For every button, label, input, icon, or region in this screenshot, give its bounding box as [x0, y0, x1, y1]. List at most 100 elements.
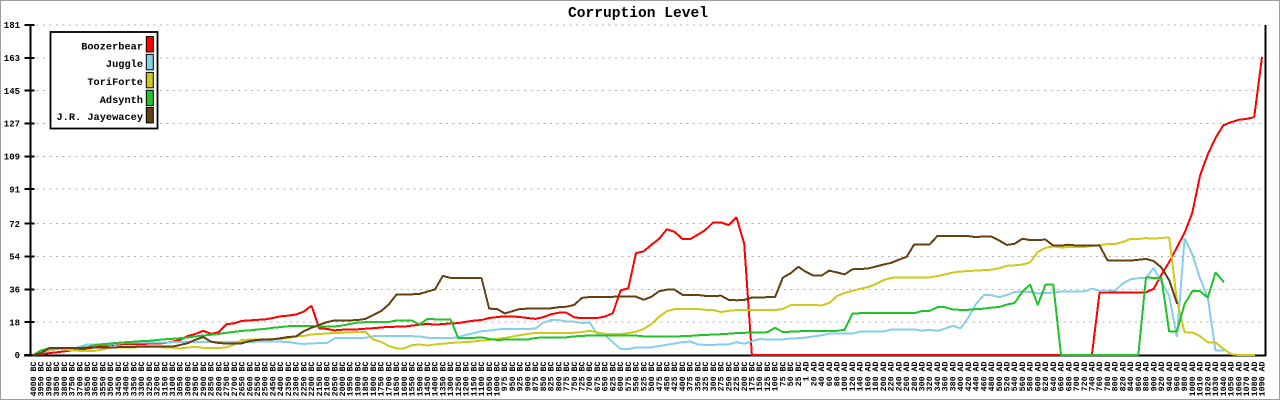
svg-text:360 AD: 360 AD — [942, 361, 951, 391]
svg-text:720 AD: 720 AD — [1081, 361, 1090, 391]
svg-text:600 AD: 600 AD — [1034, 361, 1043, 391]
svg-text:1000 BC: 1000 BC — [494, 361, 503, 396]
svg-text:400 AD: 400 AD — [957, 361, 966, 391]
svg-text:1550 BC: 1550 BC — [409, 361, 418, 396]
svg-text:300 AD: 300 AD — [919, 361, 928, 391]
svg-text:1700 BC: 1700 BC — [385, 361, 394, 396]
svg-text:18: 18 — [9, 318, 20, 328]
svg-text:620 AD: 620 AD — [1042, 361, 1051, 391]
svg-text:Boozerbear: Boozerbear — [81, 41, 143, 53]
svg-text:240 AD: 240 AD — [895, 361, 904, 391]
svg-text:54: 54 — [9, 253, 20, 263]
svg-text:325 BC: 325 BC — [702, 361, 711, 391]
svg-text:340 AD: 340 AD — [934, 361, 943, 391]
svg-text:100 BC: 100 BC — [772, 361, 781, 391]
svg-text:760 AD: 760 AD — [1096, 361, 1105, 391]
svg-text:280 AD: 280 AD — [911, 361, 920, 391]
svg-text:1800 BC: 1800 BC — [370, 361, 379, 396]
svg-text:1600 BC: 1600 BC — [401, 361, 410, 396]
svg-text:1050 BC: 1050 BC — [486, 361, 495, 396]
svg-text:ToriForte: ToriForte — [87, 77, 143, 89]
svg-text:2600 BC: 2600 BC — [246, 361, 255, 396]
svg-text:575 BC: 575 BC — [625, 361, 634, 391]
svg-text:925 BC: 925 BC — [517, 361, 526, 391]
svg-text:725 BC: 725 BC — [579, 361, 588, 391]
svg-text:3000 BC: 3000 BC — [184, 361, 193, 396]
svg-text:1400 BC: 1400 BC — [432, 361, 441, 396]
svg-text:1750 BC: 1750 BC — [378, 361, 387, 396]
svg-text:460 AD: 460 AD — [980, 361, 989, 391]
svg-text:825 BC: 825 BC — [548, 361, 557, 391]
svg-text:3250 BC: 3250 BC — [146, 361, 155, 396]
svg-text:650 BC: 650 BC — [602, 361, 611, 391]
svg-text:200 BC: 200 BC — [741, 361, 750, 391]
svg-text:145: 145 — [4, 87, 20, 97]
svg-text:350 BC: 350 BC — [694, 361, 703, 391]
svg-text:525 BC: 525 BC — [640, 361, 649, 391]
svg-text:3550 BC: 3550 BC — [99, 361, 108, 396]
svg-text:375 BC: 375 BC — [687, 361, 696, 391]
svg-text:2750 BC: 2750 BC — [223, 361, 232, 396]
svg-text:660 AD: 660 AD — [1058, 361, 1067, 391]
svg-text:3700 BC: 3700 BC — [76, 361, 85, 396]
svg-text:800 BC: 800 BC — [555, 361, 564, 391]
svg-text:20 AD: 20 AD — [810, 361, 819, 386]
svg-text:220 AD: 220 AD — [888, 361, 897, 391]
svg-text:2650 BC: 2650 BC — [239, 361, 248, 396]
svg-text:Adsynth: Adsynth — [100, 95, 143, 107]
svg-text:820 AD: 820 AD — [1119, 361, 1128, 391]
svg-text:3750 BC: 3750 BC — [69, 361, 78, 396]
svg-text:440 AD: 440 AD — [973, 361, 982, 391]
svg-text:3400 BC: 3400 BC — [123, 361, 132, 396]
svg-text:3150 BC: 3150 BC — [161, 361, 170, 396]
svg-text:625 BC: 625 BC — [609, 361, 618, 391]
svg-text:425 BC: 425 BC — [671, 361, 680, 391]
svg-text:860 AD: 860 AD — [1135, 361, 1144, 391]
svg-text:3800 BC: 3800 BC — [61, 361, 70, 396]
svg-text:100 AD: 100 AD — [841, 361, 850, 391]
svg-text:J.R. Jayewacey: J.R. Jayewacey — [56, 112, 143, 124]
svg-text:400 BC: 400 BC — [679, 361, 688, 391]
svg-text:80 AD: 80 AD — [834, 361, 843, 386]
svg-text:950 BC: 950 BC — [509, 361, 518, 391]
svg-text:1900 BC: 1900 BC — [354, 361, 363, 396]
svg-text:3650 BC: 3650 BC — [84, 361, 93, 396]
svg-text:1080 AD: 1080 AD — [1251, 361, 1260, 396]
svg-text:920 AD: 920 AD — [1158, 361, 1167, 391]
svg-text:550 BC: 550 BC — [633, 361, 642, 391]
svg-text:975 BC: 975 BC — [501, 361, 510, 391]
svg-text:1 AD: 1 AD — [803, 361, 812, 381]
svg-text:380 AD: 380 AD — [949, 361, 958, 391]
svg-text:520 AD: 520 AD — [1004, 361, 1013, 391]
svg-text:200 AD: 200 AD — [880, 361, 889, 391]
svg-text:1300 BC: 1300 BC — [447, 361, 456, 396]
svg-text:1350 BC: 1350 BC — [439, 361, 448, 396]
svg-text:640 AD: 640 AD — [1050, 361, 1059, 391]
svg-text:320 AD: 320 AD — [926, 361, 935, 391]
svg-text:1090 AD: 1090 AD — [1259, 361, 1268, 396]
svg-text:2050 BC: 2050 BC — [331, 361, 340, 396]
svg-text:960 AD: 960 AD — [1174, 361, 1183, 391]
svg-text:3500 BC: 3500 BC — [107, 361, 116, 396]
svg-text:900 BC: 900 BC — [524, 361, 533, 391]
svg-text:225 BC: 225 BC — [733, 361, 742, 391]
svg-text:875 BC: 875 BC — [532, 361, 541, 391]
svg-text:940 AD: 940 AD — [1166, 361, 1175, 391]
svg-text:36: 36 — [9, 286, 20, 296]
svg-text:1200 BC: 1200 BC — [463, 361, 472, 396]
svg-text:1030 AD: 1030 AD — [1212, 361, 1221, 396]
svg-text:0: 0 — [15, 351, 20, 361]
svg-text:250 BC: 250 BC — [725, 361, 734, 391]
svg-text:500 BC: 500 BC — [648, 361, 657, 391]
svg-text:780 AD: 780 AD — [1104, 361, 1113, 391]
svg-text:2550 BC: 2550 BC — [254, 361, 263, 396]
svg-text:775 BC: 775 BC — [563, 361, 572, 391]
svg-text:700 BC: 700 BC — [586, 361, 595, 391]
svg-text:180 AD: 180 AD — [872, 361, 881, 391]
svg-text:2100 BC: 2100 BC — [324, 361, 333, 396]
svg-text:3900 BC: 3900 BC — [45, 361, 54, 396]
svg-text:1100 BC: 1100 BC — [478, 361, 487, 396]
svg-text:740 AD: 740 AD — [1089, 361, 1098, 391]
svg-text:75 BC: 75 BC — [779, 361, 788, 386]
svg-text:175 BC: 175 BC — [749, 361, 758, 391]
